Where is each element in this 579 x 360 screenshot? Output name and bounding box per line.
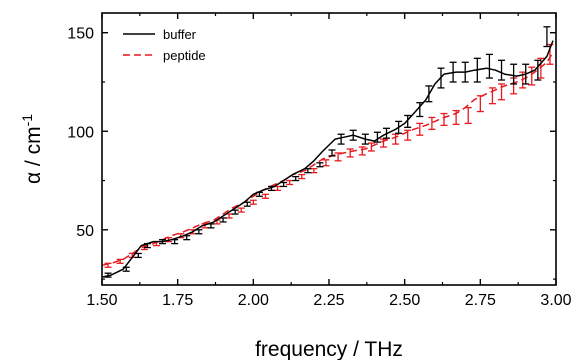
- y-axis: 50 100 150: [67, 26, 556, 280]
- peptide-error-bar: [537, 57, 545, 79]
- y-tick-label: 150: [67, 26, 94, 43]
- buffer-error-bar: [292, 175, 300, 182]
- peptide-error-bar: [322, 159, 330, 167]
- peptide-error-bar: [440, 112, 448, 126]
- buffer-error-bar: [416, 102, 424, 118]
- buffer-error-bar: [316, 162, 324, 168]
- buffer-error-bar: [280, 181, 288, 188]
- x-axis: 1.50 1.75 2.00 2.25 2.50 2.75 3.00: [86, 13, 572, 309]
- peptide-error-bar: [464, 106, 472, 125]
- buffer-error-bar: [534, 59, 542, 81]
- buffer-error-bar: [404, 114, 412, 128]
- buffer-error-bar: [373, 131, 381, 143]
- x-tick-label: 1.50: [86, 292, 117, 309]
- plot-series: [101, 26, 554, 278]
- buffer-error-bar: [498, 59, 506, 81]
- peptide-error-bar: [346, 148, 354, 158]
- buffer-error-bar: [134, 252, 142, 259]
- buffer-error-bar: [195, 229, 203, 235]
- y-tick-label: 50: [76, 223, 94, 240]
- x-tick-label: 3.00: [540, 292, 571, 309]
- x-tick-label: 1.75: [162, 292, 193, 309]
- buffer-error-bar: [219, 217, 227, 223]
- buffer-series-line: [101, 40, 554, 278]
- buffer-error-bar: [183, 235, 191, 241]
- peptide-error-bar: [298, 173, 306, 180]
- peptide-error-bar: [476, 95, 484, 113]
- legend-label-buffer: buffer: [163, 27, 197, 42]
- peptide-error-bar: [274, 185, 282, 192]
- peptide-error-bar: [428, 116, 436, 130]
- peptide-error-bar: [249, 199, 257, 205]
- peptide-error-bar: [286, 179, 294, 186]
- x-tick-label: 2.75: [465, 292, 496, 309]
- buffer-error-bar: [543, 26, 551, 48]
- y-axis-label-text: α / cm: [22, 126, 45, 184]
- x-axis-label: frequency / THz: [255, 338, 403, 360]
- y-axis-label-superscript: -1: [19, 114, 35, 127]
- peptide-error-bar: [358, 146, 366, 156]
- peptide-error-bar: [116, 258, 124, 264]
- buffer-error-bar: [243, 201, 251, 207]
- peptide-error-bar: [310, 168, 318, 174]
- buffer-error-bar: [337, 133, 345, 145]
- peptide-error-bar: [225, 213, 233, 219]
- x-tick-label: 2.00: [238, 292, 269, 309]
- x-tick-label: 2.25: [313, 292, 344, 309]
- y-tick-label: 100: [67, 124, 94, 141]
- peptide-error-bar: [416, 122, 424, 136]
- legend: buffer peptide: [123, 27, 206, 63]
- peptide-error-bar: [237, 207, 245, 213]
- peptide-error-bar: [334, 152, 342, 162]
- peptide-error-bar: [392, 133, 400, 145]
- buffer-error-bar: [328, 149, 336, 157]
- peptide-error-bar: [261, 193, 269, 199]
- buffer-error-bar: [510, 63, 518, 85]
- legend-label-peptide: peptide: [163, 48, 206, 63]
- buffer-error-bar: [231, 209, 239, 215]
- buffer-error-bar: [485, 53, 493, 79]
- y-axis-label: α / cm-1: [19, 114, 45, 184]
- peptide-error-bar: [528, 66, 536, 86]
- peptide-series-line: [101, 52, 554, 267]
- x-tick-label: 2.50: [389, 292, 420, 309]
- peptide-error-bar: [367, 142, 375, 152]
